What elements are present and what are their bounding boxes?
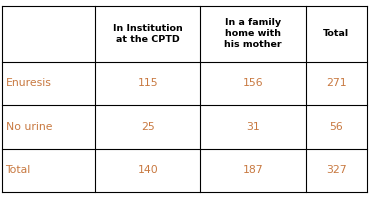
Text: 25: 25 [141, 122, 155, 132]
Text: Enuresis: Enuresis [6, 78, 51, 89]
Text: 327: 327 [326, 165, 347, 175]
Text: 31: 31 [246, 122, 260, 132]
Text: Total: Total [323, 29, 349, 38]
Text: Total: Total [6, 165, 31, 175]
Text: 140: 140 [137, 165, 158, 175]
Text: In a family
home with
his mother: In a family home with his mother [224, 18, 282, 50]
Text: In Institution
at the CPTD: In Institution at the CPTD [113, 24, 183, 44]
Text: 56: 56 [330, 122, 343, 132]
Text: 187: 187 [243, 165, 263, 175]
Text: 115: 115 [138, 78, 158, 89]
Text: No urine: No urine [6, 122, 52, 132]
Text: 271: 271 [326, 78, 347, 89]
Text: 156: 156 [243, 78, 263, 89]
